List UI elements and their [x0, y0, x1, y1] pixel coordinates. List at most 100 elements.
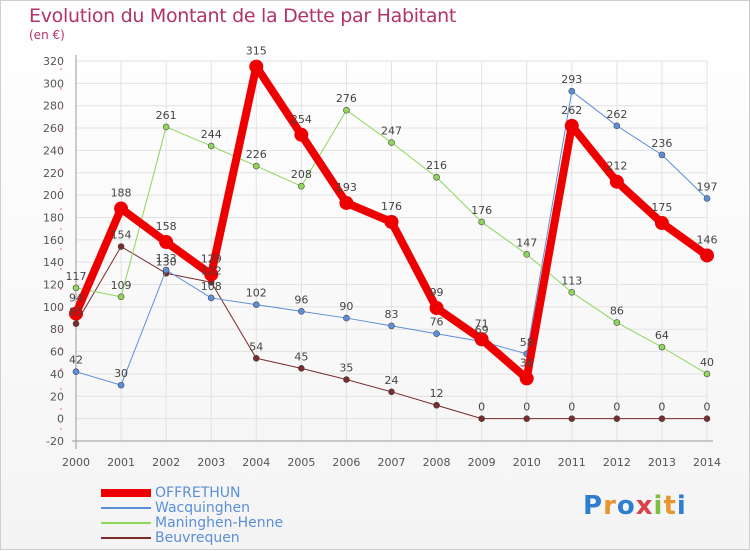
data-point — [69, 306, 83, 321]
data-point — [564, 118, 579, 133]
data-label: 293 — [561, 73, 582, 86]
y-tick-label: 240 — [43, 144, 64, 157]
data-point — [343, 376, 350, 383]
data-point — [252, 301, 260, 308]
data-label: 188 — [111, 187, 132, 200]
legend-item: Beuvrequen — [101, 529, 283, 546]
y-tick-label: 220 — [43, 167, 64, 180]
data-label: 154 — [111, 229, 132, 242]
y-tick-label: 80 — [50, 323, 64, 336]
data-point — [114, 201, 129, 216]
data-point — [658, 343, 666, 351]
data-point — [339, 195, 354, 210]
legend-item: OFFRETHUN — [101, 485, 283, 501]
x-tick-label: 2004 — [242, 456, 270, 469]
data-point — [72, 368, 80, 376]
data-point — [703, 195, 711, 202]
data-label: 176 — [381, 200, 402, 213]
data-label: 0 — [523, 401, 530, 414]
data-point — [613, 415, 621, 422]
data-point — [519, 371, 534, 386]
data-point — [298, 182, 305, 190]
data-label: 83 — [385, 308, 399, 321]
data-label: 30 — [114, 367, 128, 380]
data-point — [207, 294, 215, 302]
y-tick-label: 20 — [50, 390, 64, 403]
data-point — [252, 162, 260, 170]
data-label: 122 — [201, 264, 222, 277]
data-point — [384, 214, 399, 229]
data-point — [343, 314, 350, 322]
data-label: 64 — [655, 329, 669, 342]
data-point — [204, 267, 219, 282]
data-point — [523, 415, 531, 422]
x-tick-label: 2012 — [603, 456, 631, 469]
data-point — [609, 174, 624, 189]
data-label: 99 — [430, 286, 444, 299]
data-point — [568, 415, 576, 422]
y-tick-label: 160 — [43, 234, 64, 247]
x-tick-label: 2014 — [693, 456, 721, 469]
x-tick-label: 2009 — [468, 456, 496, 469]
legend-swatch — [101, 488, 151, 497]
y-tick-label: 320 — [43, 55, 64, 68]
x-tick-label: 2001 — [107, 456, 135, 469]
legend-swatch — [101, 521, 151, 524]
data-point — [207, 142, 215, 150]
data-label: 0 — [704, 401, 711, 414]
data-point — [294, 127, 309, 142]
data-label: 86 — [610, 305, 624, 318]
data-label: 0 — [658, 401, 665, 414]
data-label: 315 — [246, 45, 267, 58]
data-label: 45 — [294, 350, 308, 363]
data-label: 146 — [697, 233, 718, 246]
legend-label: Beuvrequen — [155, 529, 240, 546]
data-point — [433, 330, 440, 338]
data-point — [249, 59, 264, 74]
chart-subtitle: (en €) — [29, 28, 65, 42]
data-point — [343, 106, 350, 114]
data-point — [159, 235, 174, 250]
data-label: 197 — [697, 180, 718, 193]
series-maninghen-henne — [72, 106, 711, 378]
data-point — [252, 354, 260, 362]
legend-item: Wacquinghen — [101, 499, 283, 516]
data-label: 24 — [385, 374, 399, 387]
data-label: 54 — [249, 340, 263, 353]
data-point — [298, 365, 305, 372]
data-point — [658, 151, 666, 159]
legend-label: Wacquinghen — [155, 499, 250, 516]
x-tick-label: 2008 — [423, 456, 451, 469]
x-tick-label: 2002 — [152, 456, 180, 469]
data-label: 208 — [291, 168, 312, 181]
data-point — [117, 381, 125, 389]
data-label: 76 — [430, 316, 444, 329]
data-label: 262 — [606, 108, 627, 121]
x-tick-label: 2007 — [378, 456, 406, 469]
x-tick-label: 2011 — [558, 456, 586, 469]
y-tick-label: 100 — [43, 301, 64, 314]
x-tick-label: 2010 — [513, 456, 541, 469]
data-label: 176 — [471, 204, 492, 217]
data-label: 226 — [246, 148, 267, 161]
data-label: 109 — [111, 279, 132, 292]
data-label: 0 — [613, 401, 620, 414]
data-label: 36 — [520, 356, 534, 369]
data-label: 42 — [69, 354, 83, 367]
legend-item: Maninghen-Henne — [101, 515, 283, 531]
data-label: 40 — [700, 356, 714, 369]
data-label: 113 — [561, 274, 582, 287]
data-point — [654, 216, 669, 231]
data-point — [388, 388, 395, 396]
data-label: 193 — [336, 181, 357, 194]
y-tick-label: -20 — [46, 435, 64, 448]
data-point — [703, 370, 711, 378]
data-point — [117, 293, 125, 301]
data-label: 12 — [430, 387, 444, 400]
data-point — [658, 415, 666, 422]
data-label: 108 — [201, 280, 222, 293]
y-tick-label: 260 — [43, 122, 64, 135]
y-tick-label: 120 — [43, 279, 64, 292]
data-point — [72, 284, 80, 292]
data-point — [388, 322, 395, 330]
